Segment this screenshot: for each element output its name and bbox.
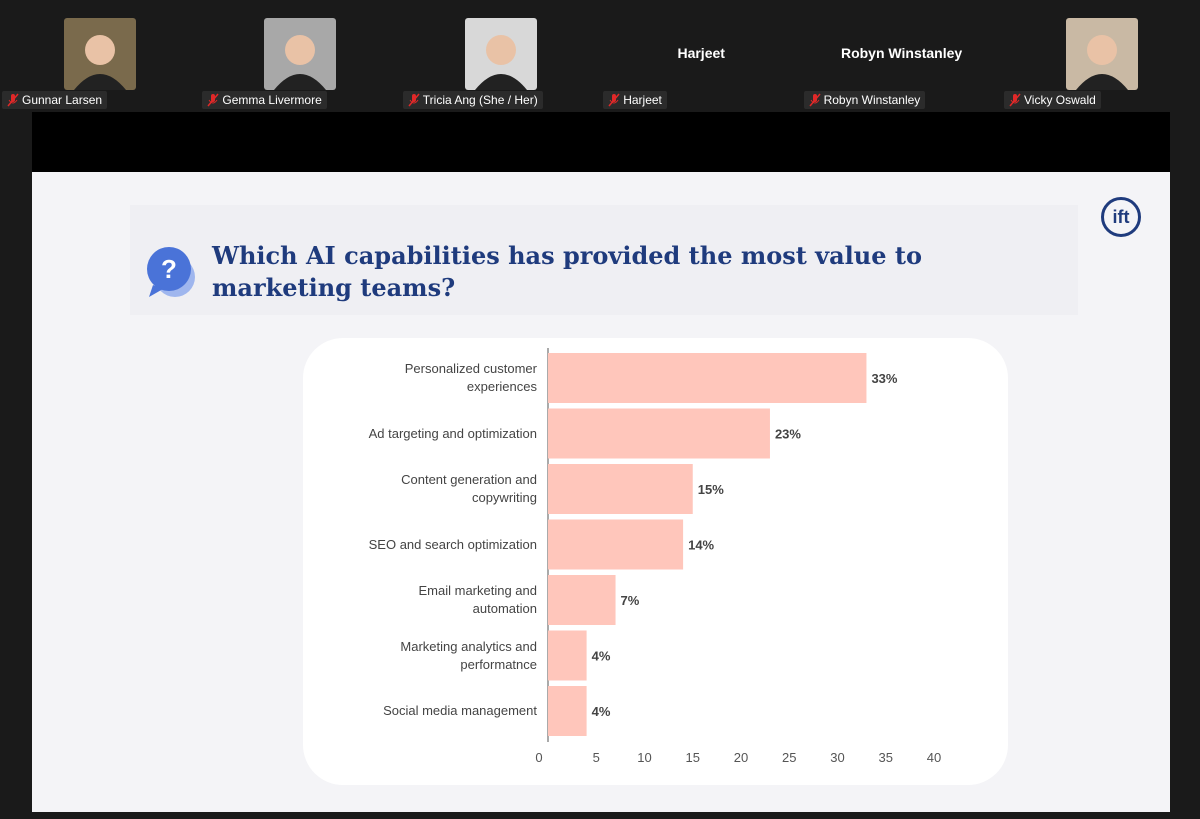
participant-label: Tricia Ang (She / Her)	[402, 91, 543, 109]
participant-label: Robyn Winstanley	[803, 91, 926, 109]
x-tick-label: 30	[830, 750, 844, 765]
x-tick-label: 40	[927, 750, 941, 765]
x-tick-label: 10	[637, 750, 651, 765]
question-icon: ?	[147, 247, 195, 297]
participant-name: Robyn Winstanley	[840, 45, 963, 61]
y-tick-label: Email marketing and automation	[418, 583, 538, 616]
video-tile	[64, 18, 136, 90]
participant-label: Gemma Livermore	[202, 91, 327, 109]
x-tick-label: 35	[879, 750, 893, 765]
y-tick-label: Social media management	[383, 703, 537, 718]
x-tick-label: 0	[535, 750, 542, 765]
avatar	[474, 35, 527, 90]
x-tick-label: 15	[686, 750, 700, 765]
bar	[548, 408, 770, 459]
video-tile	[464, 18, 537, 90]
video-tile	[264, 18, 337, 90]
y-tick-label: Personalized customer experiences	[404, 361, 537, 394]
y-tick-label: Ad targeting and optimization	[368, 425, 537, 441]
mute-icon	[608, 93, 620, 107]
y-tick-label: SEO and search optimization	[368, 536, 537, 552]
participant-label: Harjeet	[603, 91, 667, 109]
mute-icon	[1009, 93, 1021, 107]
avatar	[274, 35, 327, 90]
mute-icon	[809, 93, 821, 107]
avatar	[1076, 35, 1128, 90]
slide-title: Which AI capabilities has provided the m…	[212, 241, 922, 302]
bar	[548, 519, 684, 570]
value-label: 7%	[621, 593, 640, 608]
svg-text:?: ?	[161, 254, 177, 284]
participant-label: Vicky Oswald	[1004, 91, 1101, 109]
value-label: 23%	[775, 427, 801, 442]
value-label: 14%	[688, 538, 714, 553]
mute-icon	[7, 93, 19, 107]
title-band	[130, 205, 1078, 315]
value-label: 4%	[592, 704, 611, 719]
bar	[548, 575, 616, 625]
bar	[548, 464, 693, 514]
x-tick-label: 20	[734, 750, 748, 765]
bar	[548, 686, 587, 736]
logo: ift	[1101, 197, 1141, 237]
y-tick-label: Content generation and copywriting	[401, 472, 537, 505]
x-tick-label: 5	[593, 750, 600, 765]
video-tile	[1066, 18, 1138, 90]
x-tick-label: 25	[782, 750, 796, 765]
bar	[548, 630, 587, 681]
y-tick-label: Marketing analytics and performatnce	[400, 638, 537, 672]
value-label: 4%	[592, 649, 611, 664]
bar	[548, 353, 867, 403]
share-bar	[32, 112, 1170, 172]
participant-name: Harjeet	[677, 45, 725, 61]
value-label: 33%	[871, 371, 897, 386]
mute-icon	[408, 93, 420, 107]
participant-label: Gunnar Larsen	[2, 91, 108, 109]
avatar	[74, 35, 126, 90]
value-label: 15%	[698, 482, 724, 497]
mute-icon	[207, 93, 219, 107]
